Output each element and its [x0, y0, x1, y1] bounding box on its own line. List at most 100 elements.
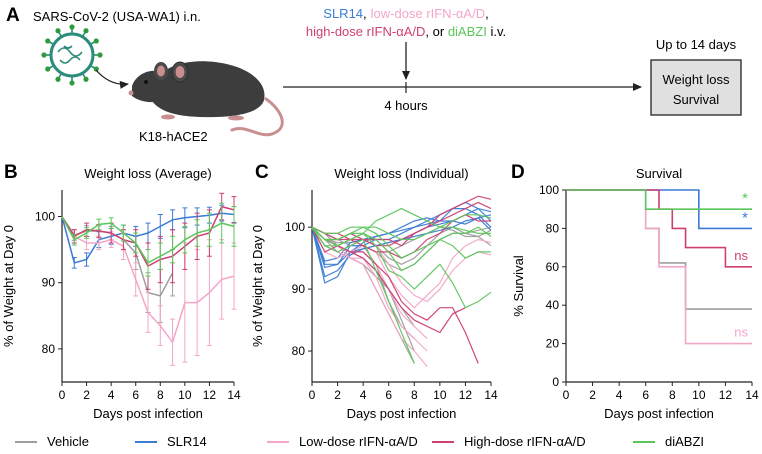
y-tick-label: 60: [546, 260, 560, 274]
virus-spike-head: [69, 24, 75, 30]
virus-spike-head: [45, 38, 51, 44]
weight-individual-chart: Weight loss (Individual) 0 2 4 6 8 10 12 14 80 90 1…: [250, 166, 498, 421]
panel-a: A SARS-CoV-2 (USA-WA1) i.n. K18-hACE2 SL…: [6, 5, 742, 144]
treatment-line-2: high-dose rIFN-αA/D, or diABZI i.v.: [306, 24, 506, 39]
infection-arrow: [95, 69, 129, 89]
y-tick-label: 80: [292, 344, 306, 358]
x-axis-label: Days post infection: [93, 406, 203, 421]
individual-line-slr14: [311, 208, 492, 262]
virus-spike-head: [83, 28, 89, 34]
y-axis-label: % Survival: [511, 255, 526, 317]
x-tick-label: 0: [59, 388, 66, 402]
x-axis-label: Days post infection: [347, 406, 457, 421]
y-tick-label: 100: [285, 220, 305, 234]
y-tick-label: 90: [292, 282, 306, 296]
x-tick-label: 6: [132, 388, 139, 402]
mouse-label: K18-hACE2: [139, 129, 208, 144]
virus-spike-head: [93, 66, 99, 72]
time-label: 4 hours: [384, 98, 428, 113]
virus-spike-head: [45, 66, 51, 72]
treat-comma: ,: [363, 6, 367, 21]
chart-title: Weight loss (Average): [84, 166, 211, 181]
y-axis-label: % of Weight at Day 0: [250, 225, 265, 347]
chart-title: Survival: [636, 166, 682, 181]
virus-label: SARS-CoV-2 (USA-WA1) i.n.: [33, 9, 201, 24]
treat-high: high-dose rIFN-αA/D: [306, 24, 426, 39]
panel-c-letter: C: [255, 162, 269, 183]
survival-line-low: [566, 189, 752, 345]
significance-label-diabzi: *: [742, 190, 748, 207]
y-tick-label: 0: [552, 375, 559, 389]
panel-b-letter: B: [4, 162, 18, 183]
weight-average-chart: Weight loss (Average) 0 2 4 6 8 10 12 14 80 90 100 D…: [1, 166, 241, 421]
individual-line-slr14: [311, 214, 492, 284]
y-axis-label: % of Weight at Day 0: [1, 225, 16, 347]
individual-line-diabzi: [311, 226, 491, 241]
outcome-line-2: Survival: [673, 92, 719, 107]
significance-label-slr14: *: [742, 209, 748, 226]
x-tick-label: 10: [433, 388, 447, 402]
y-tick-label: 80: [546, 221, 560, 235]
survival-line-diabzi: [566, 189, 752, 210]
treat-comma-2: ,: [485, 6, 489, 21]
y-tick-label: 40: [546, 298, 560, 312]
treat-iv: i.v.: [487, 24, 506, 39]
x-tick-label: 10: [692, 388, 706, 402]
x-tick-label: 4: [108, 388, 115, 402]
legend-label-low: Low-dose rIFN-αA/D: [299, 434, 418, 449]
legend-label-diabzi: diABZI: [665, 434, 704, 449]
x-tick-label: 2: [589, 388, 596, 402]
individual-line-high: [311, 226, 479, 364]
virus-spike-head: [83, 76, 89, 82]
x-tick-label: 8: [157, 388, 164, 402]
legend-label-high: High-dose rIFN-αA/D: [464, 434, 586, 449]
outcome-line-1: Weight loss: [663, 72, 730, 87]
x-tick-label: 4: [360, 388, 367, 402]
x-tick-label: 12: [719, 388, 733, 402]
x-tick-label: 12: [203, 388, 217, 402]
individual-line-diabzi: [311, 226, 415, 364]
virus-spike-head: [97, 52, 103, 58]
x-tick-label: 6: [642, 388, 649, 402]
y-tick-label: 80: [42, 342, 56, 356]
x-tick-label: 6: [385, 388, 392, 402]
duration-label: Up to 14 days: [656, 37, 737, 52]
x-tick-label: 12: [459, 388, 473, 402]
virus-spike-head: [55, 76, 61, 82]
x-tick-label: 14: [484, 388, 498, 402]
virus-icon: [41, 24, 103, 86]
y-tick-label: 20: [546, 337, 560, 351]
x-tick-label: 8: [669, 388, 676, 402]
chart-title: Weight loss (Individual): [334, 166, 468, 181]
x-tick-label: 14: [745, 388, 759, 402]
virus-spike-head: [93, 38, 99, 44]
panel-d-letter: D: [511, 162, 525, 183]
x-tick-label: 10: [178, 388, 192, 402]
outcome-box: [650, 59, 742, 116]
treatment-line-1: SLR14, low-dose rIFN-αA/D,: [323, 6, 488, 21]
legend-label-vehicle: Vehicle: [47, 434, 89, 449]
x-tick-label: 8: [411, 388, 418, 402]
x-tick-label: 0: [309, 388, 316, 402]
x-axis-label: Days post infection: [604, 406, 714, 421]
x-tick-label: 14: [227, 388, 241, 402]
survival-line-high: [566, 189, 752, 268]
x-tick-label: 2: [334, 388, 341, 402]
individual-line-diabzi: [311, 226, 492, 272]
x-tick-label: 2: [83, 388, 90, 402]
x-tick-label: 4: [616, 388, 623, 402]
significance-label-high: ns: [734, 248, 748, 263]
individual-line-low: [311, 226, 492, 309]
individual-line-diabzi: [311, 207, 492, 241]
virus-spike-head: [41, 52, 47, 58]
treat-diabzi: diABZI: [448, 24, 487, 39]
y-tick-label: 100: [35, 209, 55, 223]
treat-or: , or: [425, 24, 447, 39]
mouse-icon: [128, 61, 284, 137]
survival-chart: Survival 0 2 4 6 8 10 12 14 0 20 40 60 80 100 Days post…: [511, 166, 759, 421]
individual-line-vehicle: [311, 226, 492, 265]
legend-label-slr14: SLR14: [167, 434, 207, 449]
panel-a-letter: A: [6, 5, 20, 26]
significance-label-low: ns: [734, 325, 748, 340]
